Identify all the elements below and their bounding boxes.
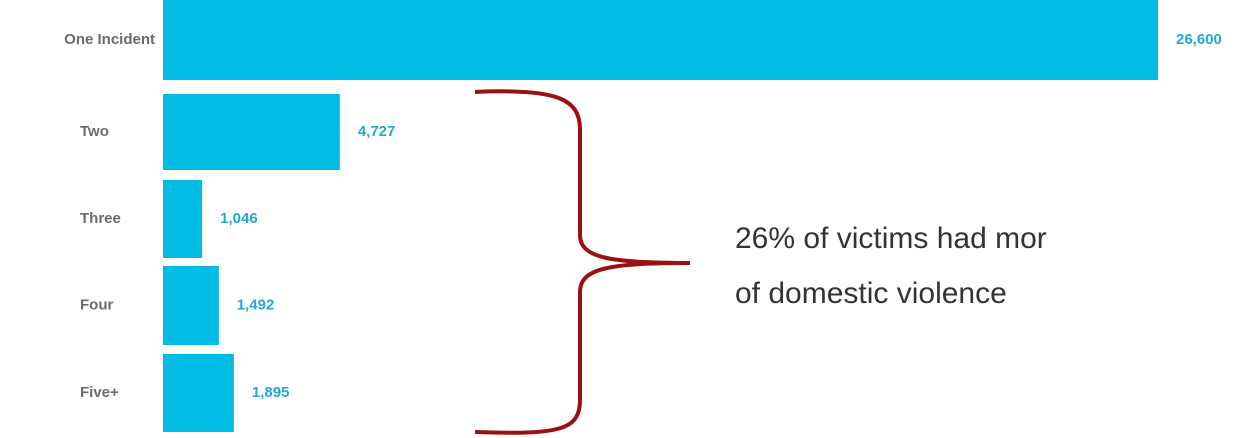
value-label: 1,046 [220, 210, 258, 227]
value-label: 1,492 [237, 296, 275, 313]
value-label: 4,727 [358, 123, 396, 140]
value-label: 1,895 [252, 384, 290, 401]
category-label: Four [80, 296, 113, 313]
value-label: 26,600 [1176, 31, 1222, 48]
category-label: Three [80, 210, 121, 227]
bar [163, 266, 219, 345]
category-label: Two [80, 123, 109, 140]
annotation: of domestic violence [735, 277, 1007, 310]
annotation: 26% of victims had mor [735, 222, 1047, 255]
bar [163, 180, 203, 258]
bar [163, 354, 234, 432]
brace [474, 89, 691, 435]
category-label: Five+ [80, 384, 119, 401]
bar [163, 0, 1158, 80]
category-label: One Incident [64, 31, 155, 48]
bar [163, 94, 340, 170]
